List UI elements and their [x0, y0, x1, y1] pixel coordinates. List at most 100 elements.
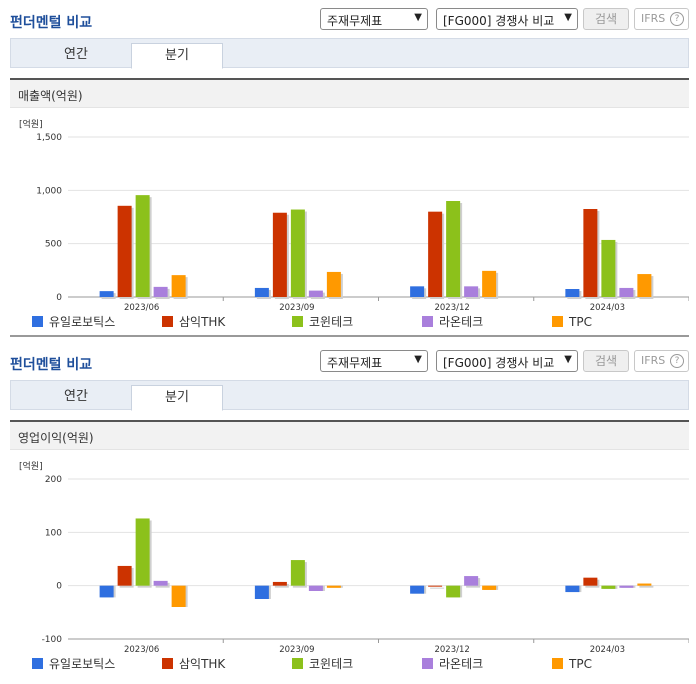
bar[interactable]	[428, 211, 443, 297]
bar[interactable]	[428, 585, 443, 587]
y-tick-label: 200	[45, 475, 62, 485]
compare-group-select[interactable]: [FG000] 경쟁사 비교 ▼	[436, 8, 578, 30]
bar[interactable]	[308, 585, 323, 591]
compare-group-value: [FG000] 경쟁사 비교	[443, 14, 555, 28]
bar[interactable]	[135, 518, 150, 586]
search-button[interactable]: 검색	[583, 350, 629, 372]
question-circle-icon[interactable]: ?	[670, 354, 684, 368]
ifrs-button[interactable]: IFRS ?	[634, 8, 689, 30]
bar[interactable]	[117, 565, 132, 586]
legend-label[interactable]: 코윈테크	[309, 315, 353, 329]
bar[interactable]	[290, 560, 305, 586]
bar[interactable]	[601, 585, 616, 589]
legend-label[interactable]: 코윈테크	[309, 657, 353, 671]
question-circle-icon[interactable]: ?	[670, 12, 684, 26]
ifrs-button[interactable]: IFRS ?	[634, 350, 689, 372]
legend-swatch	[552, 658, 563, 669]
compare-group-value: [FG000] 경쟁사 비교	[443, 356, 555, 370]
period-tabs: 연간 분기	[10, 38, 689, 69]
y-tick-label: 0	[56, 293, 62, 303]
legend-swatch	[292, 658, 303, 669]
tab-annual[interactable]: 연간	[64, 389, 88, 404]
bar[interactable]	[326, 585, 341, 588]
divider	[10, 335, 689, 337]
bar[interactable]	[637, 274, 652, 297]
x-tick-label: 2023/12	[434, 645, 469, 655]
bar[interactable]	[619, 287, 634, 297]
chevron-down-icon: ▼	[564, 12, 572, 23]
bar[interactable]	[171, 275, 186, 297]
bar[interactable]	[290, 209, 305, 297]
x-tick-label: 2023/09	[279, 645, 314, 655]
statement-type-value: 주재무제표	[327, 14, 383, 28]
bar[interactable]	[171, 585, 186, 607]
bar[interactable]	[565, 289, 580, 297]
x-tick-label: 2023/06	[124, 303, 159, 313]
bar[interactable]	[153, 580, 168, 586]
period-tabs: 연간 분기	[10, 380, 689, 411]
bar[interactable]	[308, 290, 323, 297]
x-tick-label: 2024/03	[590, 303, 625, 313]
bar[interactable]	[135, 195, 150, 297]
page-title: 펀더멘털 비교	[10, 15, 93, 31]
bar[interactable]	[117, 205, 132, 297]
operating-profit-chart-plot: [억원] -100 0 100 200 2023/06 2023/09 2023/12 2024…	[19, 460, 689, 671]
bar[interactable]	[99, 585, 114, 598]
bar-shadow	[430, 587, 445, 589]
chevron-down-icon: ▼	[564, 354, 572, 365]
bar[interactable]	[272, 581, 287, 586]
statement-type-value: 주재무제표	[327, 356, 383, 370]
x-tick-label: 2023/06	[124, 645, 159, 655]
chart-title: 영업이익(억원)	[18, 431, 94, 445]
bar[interactable]	[446, 585, 461, 598]
legend-swatch	[32, 658, 43, 669]
y-tick-label: 500	[45, 240, 62, 250]
y-tick-label: 100	[45, 528, 62, 538]
bar[interactable]	[410, 286, 425, 297]
bar[interactable]	[601, 239, 616, 297]
bar[interactable]	[464, 286, 479, 297]
bar[interactable]	[464, 576, 479, 586]
y-tick-label: -100	[42, 635, 63, 645]
statement-type-select[interactable]: 주재무제표 ▼	[320, 350, 428, 372]
legend-label[interactable]: 삼익THK	[179, 315, 226, 329]
bar[interactable]	[619, 585, 634, 588]
bar[interactable]	[446, 201, 461, 297]
bar[interactable]	[254, 585, 269, 599]
tab-annual[interactable]: 연간	[64, 47, 88, 62]
bar[interactable]	[583, 577, 598, 586]
legend-swatch	[292, 316, 303, 327]
legend-label[interactable]: 유일로보틱스	[49, 657, 115, 671]
page-title: 펀더멘털 비교	[10, 357, 93, 373]
legend-swatch	[422, 316, 433, 327]
bar[interactable]	[410, 585, 425, 594]
compare-group-select[interactable]: [FG000] 경쟁사 비교 ▼	[436, 350, 578, 372]
bar[interactable]	[326, 271, 341, 297]
tab-quarterly[interactable]: 분기	[131, 43, 223, 69]
bar[interactable]	[254, 287, 269, 297]
bar[interactable]	[583, 209, 598, 297]
search-button[interactable]: 검색	[583, 8, 629, 30]
bar[interactable]	[272, 212, 287, 297]
x-tick-label: 2023/12	[434, 303, 469, 313]
legend-label[interactable]: 라온테크	[439, 657, 483, 671]
bar[interactable]	[153, 286, 168, 297]
statement-type-select[interactable]: 주재무제표 ▼	[320, 8, 428, 30]
ifrs-label: IFRS	[641, 354, 666, 367]
legend-label[interactable]: TPC	[568, 657, 592, 671]
bar[interactable]	[99, 291, 114, 297]
bar[interactable]	[482, 585, 497, 590]
y-tick-label: 0	[56, 582, 62, 592]
legend-swatch	[552, 316, 563, 327]
y-tick-label: 1,000	[36, 186, 62, 196]
bar[interactable]	[637, 583, 652, 586]
bar[interactable]	[565, 585, 580, 593]
legend-swatch	[32, 316, 43, 327]
legend-label[interactable]: 유일로보틱스	[49, 315, 115, 329]
legend-label[interactable]: 삼익THK	[179, 657, 226, 671]
bar[interactable]	[482, 270, 497, 297]
legend-label[interactable]: 라온테크	[439, 315, 483, 329]
tab-quarterly[interactable]: 분기	[131, 385, 223, 411]
x-tick-label: 2023/09	[279, 303, 314, 313]
legend-label[interactable]: TPC	[568, 315, 592, 329]
